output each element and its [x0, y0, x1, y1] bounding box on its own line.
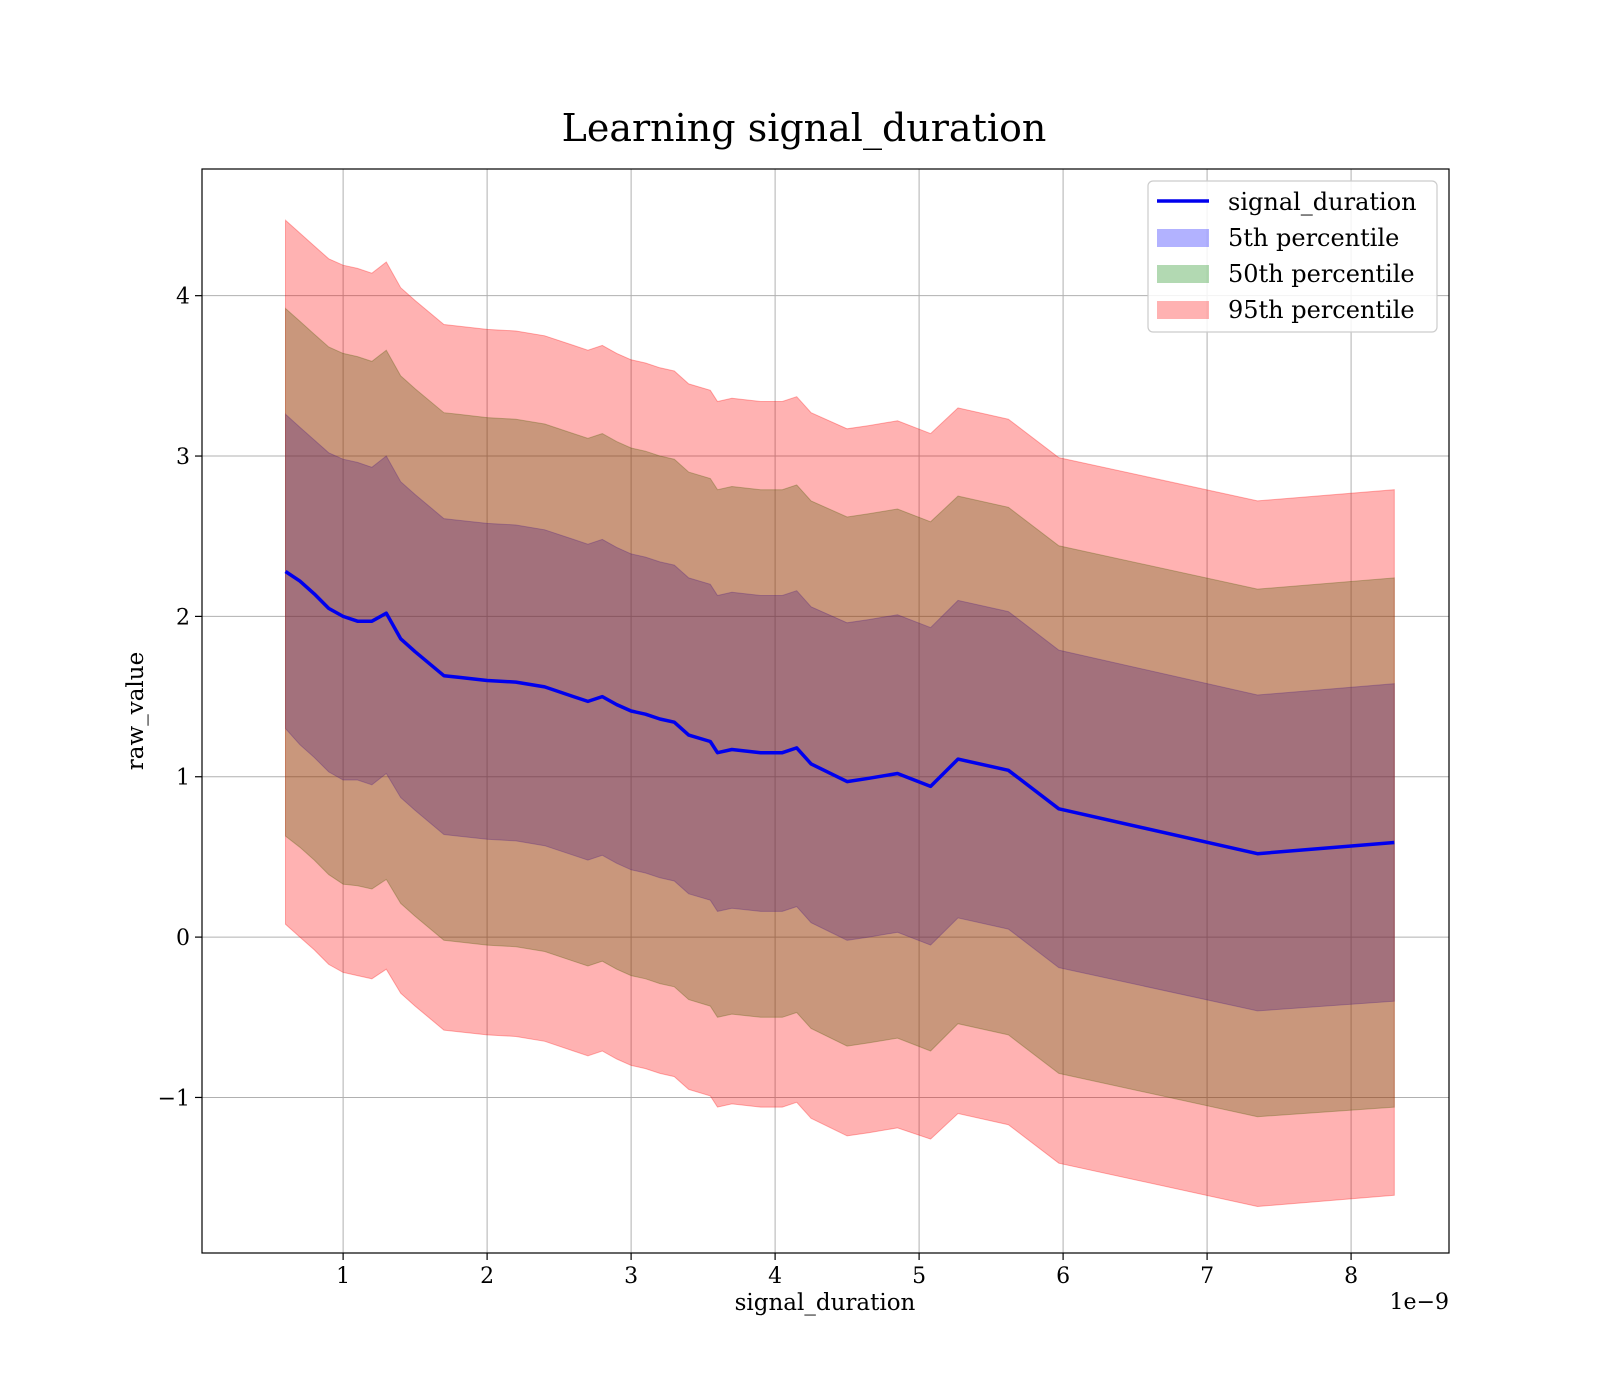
legend-label-5th: 5th percentile	[1228, 224, 1399, 252]
x-tick-label: 6	[1056, 1264, 1070, 1289]
band-50th-percentile	[285, 307, 1395, 1118]
series-lines	[284, 570, 1395, 856]
y-tick-label: −1	[158, 1086, 190, 1111]
y-axis-ticks: −1 0 1 2 3 4	[158, 285, 202, 1111]
chart-title: Learning signal_duration	[562, 106, 1047, 151]
plot-frame	[201, 168, 1450, 1254]
legend-label-line: signal_duration	[1228, 188, 1417, 216]
legend-label-95th: 95th percentile	[1228, 296, 1415, 324]
series-line-signal-duration	[284, 570, 1395, 856]
x-tick-label: 1	[336, 1264, 350, 1289]
x-axis-label: signal_duration	[735, 1290, 916, 1316]
x-tick-label: 3	[624, 1264, 638, 1289]
x-tick-label: 5	[912, 1264, 926, 1289]
legend-swatch-50th	[1157, 265, 1209, 283]
legend: signal_duration 5th percentile 50th perc…	[1147, 180, 1438, 333]
band-95th-percentile	[285, 219, 1395, 1208]
x-axis-offset-label: 1e−9	[1390, 1290, 1449, 1315]
x-tick-label: 7	[1200, 1264, 1214, 1289]
legend-frame	[1147, 180, 1438, 333]
x-tick-label: 8	[1344, 1264, 1358, 1289]
band-5th-percentile	[285, 413, 1395, 1012]
legend-swatch-5th	[1157, 229, 1209, 247]
x-tick-label: 4	[768, 1264, 782, 1289]
y-tick-label: 1	[176, 766, 190, 791]
x-tick-label: 2	[480, 1264, 494, 1289]
y-tick-label: 2	[176, 605, 190, 630]
y-tick-label: 0	[176, 926, 190, 951]
legend-label-50th: 50th percentile	[1228, 260, 1415, 288]
y-axis-label: raw_value	[123, 652, 149, 770]
legend-swatch-95th	[1157, 301, 1209, 319]
percentile-bands	[285, 219, 1395, 1208]
y-tick-label: 3	[176, 445, 190, 470]
y-tick-label: 4	[176, 285, 190, 310]
x-axis-ticks: 1 2 3 4 5 6 7 8	[336, 1253, 1358, 1289]
